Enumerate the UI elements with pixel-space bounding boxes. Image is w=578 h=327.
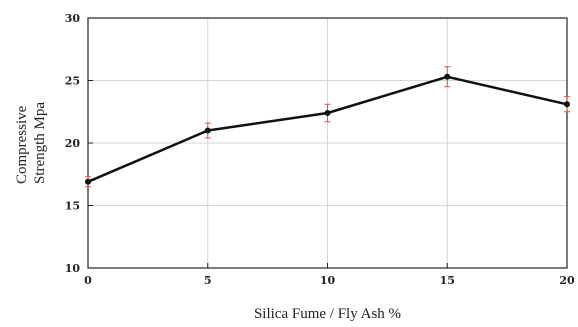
- y-tick-label: 15: [65, 200, 80, 213]
- y-tick-label: 10: [65, 262, 81, 275]
- x-tick-label: 10: [320, 274, 336, 287]
- y-tick-label: 25: [65, 75, 80, 88]
- x-tick-label: 15: [440, 274, 455, 287]
- y-axis-label-line-1: Compressive: [14, 105, 30, 184]
- data-point: [324, 110, 331, 116]
- data-point: [85, 178, 91, 185]
- grid-lines: [87, 17, 568, 269]
- x-tick-label: 5: [204, 274, 212, 287]
- y-axis-label: Compressive Strength Mpa: [14, 102, 48, 184]
- x-tick-label: 20: [559, 274, 575, 287]
- data-point: [564, 101, 570, 108]
- x-tick-label: 0: [84, 274, 92, 287]
- x-axis-label: Silica Fume / Fly Ash %: [254, 306, 401, 322]
- tick-labels: 0 5 10 15 20 10 15 20 25 30: [65, 12, 575, 287]
- y-tick-label: 20: [65, 137, 81, 150]
- y-tick-label: 30: [65, 12, 81, 25]
- data-points: [85, 73, 570, 185]
- data-point: [444, 73, 451, 80]
- data-point: [204, 127, 211, 134]
- y-axis-label-line-2: Strength Mpa: [32, 102, 48, 184]
